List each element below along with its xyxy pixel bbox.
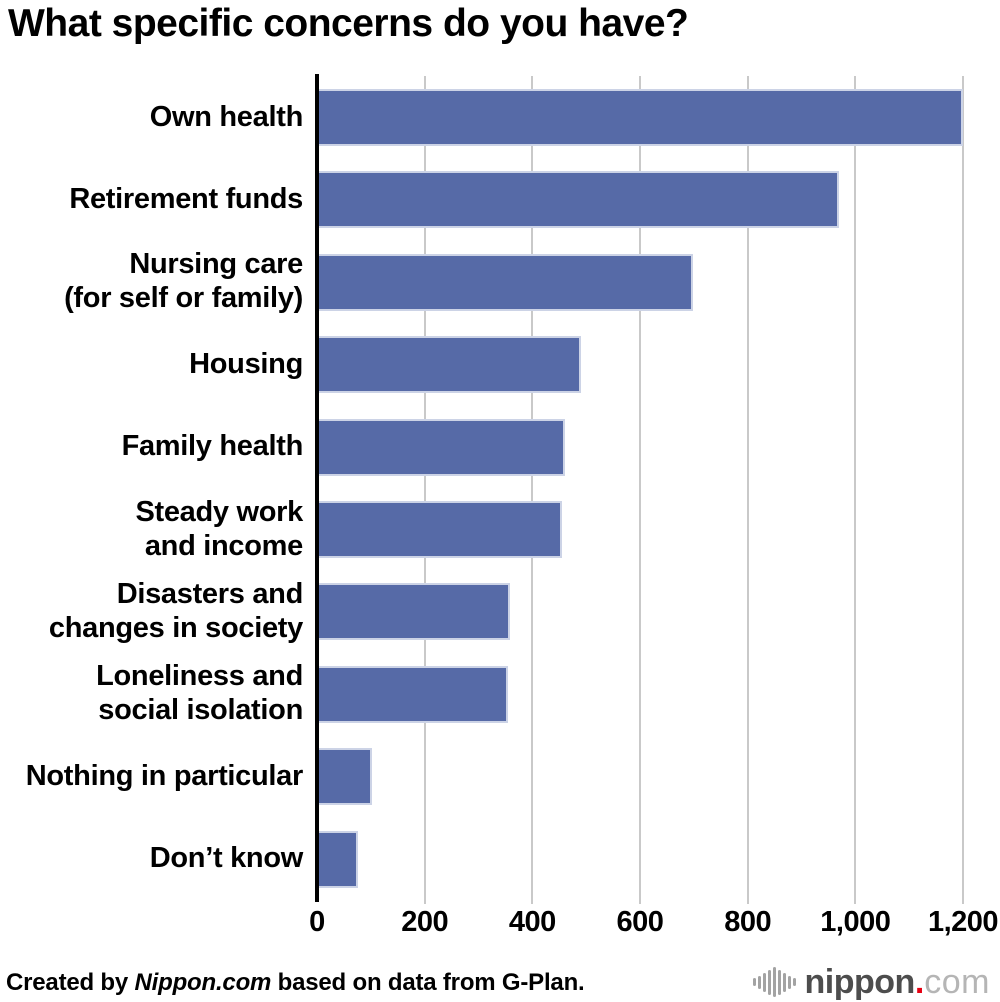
category-label: Own health (149, 100, 304, 133)
soundwave-bars-icon (752, 967, 796, 997)
category-label: Housing (189, 347, 303, 380)
x-tick-label: 1,200 (927, 906, 999, 938)
bar (317, 748, 373, 806)
category-label: Retirement funds (69, 182, 303, 215)
x-tick-label: 200 (401, 906, 449, 938)
x-axis-tick-labels: 0 200 400 600 800 1,000 1,200 (0, 906, 1000, 946)
category-label: Nursing care (for self or family) (64, 248, 303, 315)
chart-title: What specific concerns do you have? (8, 2, 689, 45)
gridline (531, 76, 534, 904)
nippon-com-logo: nippon . com (752, 962, 990, 1002)
logo-text-nippon: nippon (804, 962, 916, 1001)
bar (317, 501, 562, 558)
bar (317, 336, 581, 394)
category-labels: Own health Retirement funds Nursing care (… (0, 80, 304, 902)
category-label: Loneliness and social isolation (96, 660, 303, 727)
credit-source: Nippon.com (134, 969, 272, 996)
bar (317, 89, 963, 146)
gridline (854, 76, 857, 904)
credit-text: Created by Nippon.com based on data from… (6, 969, 585, 997)
bar (317, 583, 510, 641)
bar (317, 665, 508, 723)
category-label: Don’t know (149, 842, 304, 875)
x-tick-label: 0 (309, 906, 325, 938)
bar (317, 253, 693, 311)
credit-prefix: Created by (6, 969, 135, 996)
gridline (423, 76, 426, 904)
category-label: Family health (121, 430, 304, 463)
bar (317, 830, 359, 888)
gridline (962, 76, 964, 904)
gridline (746, 76, 749, 904)
category-label: Disasters and changes in society (48, 577, 303, 644)
x-tick-label: 800 (724, 906, 772, 938)
bar (317, 171, 840, 229)
footer: Created by Nippon.com based on data from… (0, 960, 1000, 1002)
x-tick-label: 1,000 (820, 906, 891, 938)
credit-suffix: based on data from G-Plan. (271, 969, 585, 996)
logo-red-dot: . (914, 962, 925, 1001)
x-tick-label: 600 (616, 906, 664, 938)
category-label: Steady work and income (135, 495, 303, 562)
x-tick-label: 400 (508, 906, 556, 938)
gridline (639, 76, 641, 904)
category-label: Nothing in particular (25, 759, 304, 792)
plot-area (317, 76, 987, 904)
y-axis-line (315, 74, 319, 902)
bar (317, 418, 565, 476)
logo-text-com: com (924, 962, 990, 1001)
